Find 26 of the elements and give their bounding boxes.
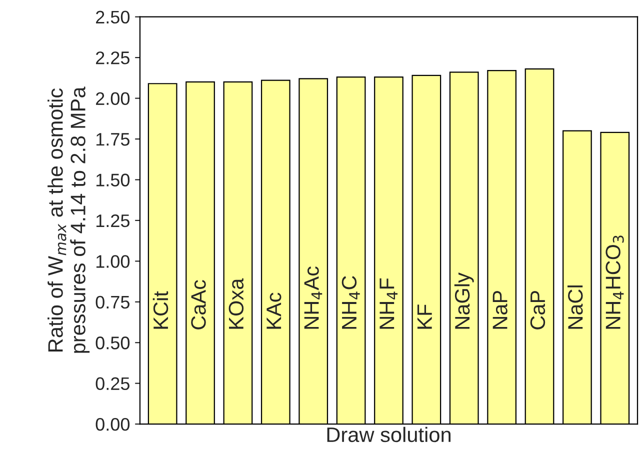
x-tick-label: NH$_{4}$Ac xyxy=(304,266,322,329)
x-axis-title: Draw solution xyxy=(327,426,450,442)
y-tick-label: 2.25 xyxy=(96,51,130,64)
x-tick-label: CaP xyxy=(530,290,546,330)
x-tick-label: KF xyxy=(417,304,432,329)
x-tick-label: NH$_{4}$F xyxy=(380,278,398,329)
y-tick-label: 2.50 xyxy=(96,10,130,24)
y-axis-title: Ratio of W$_{max}$ at the osmotic pressures of 4.14 to 2.8 MPa xyxy=(48,86,90,353)
y-tick-label: 0.00 xyxy=(96,418,130,431)
x-tick-label: KCit xyxy=(152,291,168,329)
x-tick-label: NH$_{4}$C xyxy=(342,276,360,329)
y-tick-label: 0.50 xyxy=(96,336,130,350)
x-tick-label: KAc xyxy=(266,292,282,329)
y-tick-label: 1.50 xyxy=(96,174,130,186)
x-tick-label: NH$_{4}$HCO$_{3}$ xyxy=(606,236,624,329)
y-tick-label: 1.00 xyxy=(96,255,130,268)
x-tick-label: KOxa xyxy=(228,278,244,329)
y-tick-label: 1.75 xyxy=(96,133,130,146)
x-tick-label: CaAc xyxy=(191,280,206,330)
x-tick-label: NaCl xyxy=(567,285,583,329)
y-tick-label: 0.25 xyxy=(96,377,130,390)
y-tick-label: 2.00 xyxy=(96,92,130,105)
y-tick-label: 0.75 xyxy=(96,296,130,309)
x-tick-label: NaP xyxy=(492,290,508,329)
x-tick-label: NaGly xyxy=(454,272,474,329)
y-tick-label: 1.25 xyxy=(96,214,130,228)
